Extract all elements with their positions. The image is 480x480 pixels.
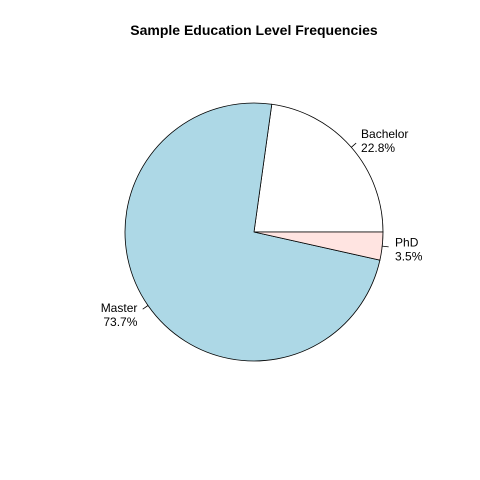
pie-slice-bachelor xyxy=(254,104,383,232)
pie-label-master: Master xyxy=(101,301,138,315)
pie-tick-master xyxy=(143,306,148,310)
pie-percent-bachelor: 22.8% xyxy=(361,141,395,155)
chart-title: Sample Education Level Frequencies xyxy=(130,22,378,38)
pie-label-phd: PhD xyxy=(395,236,419,250)
pie-tick-bachelor xyxy=(351,143,356,147)
pie-tick-phd xyxy=(382,246,388,247)
pie-slices xyxy=(125,103,383,361)
pie-percent-phd: 3.5% xyxy=(395,250,423,264)
pie-label-bachelor: Bachelor xyxy=(361,127,408,141)
pie-percent-master: 73.7% xyxy=(103,315,137,329)
